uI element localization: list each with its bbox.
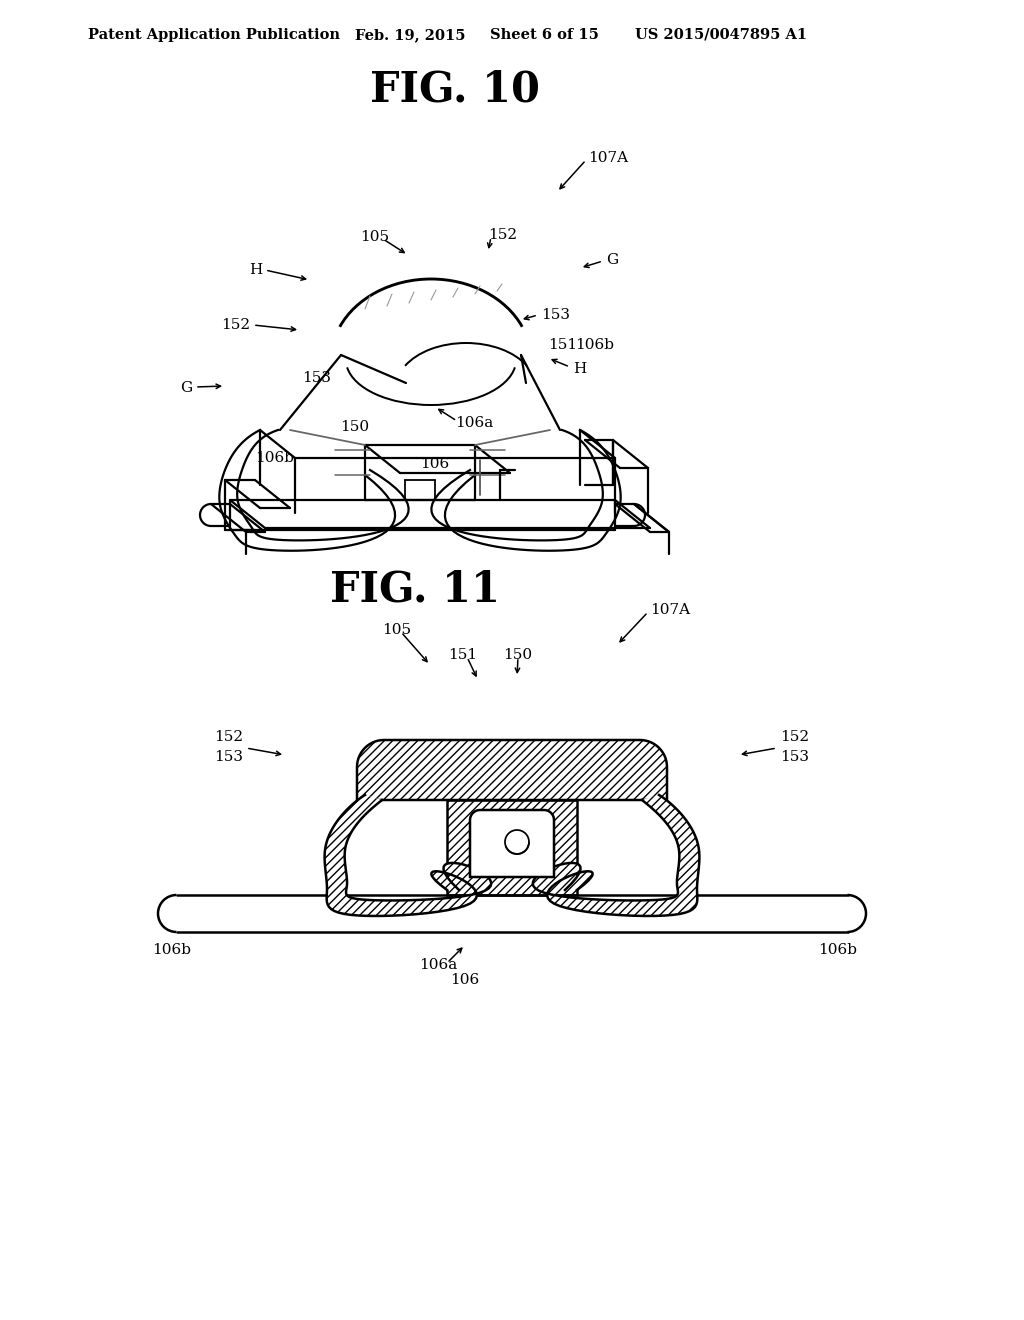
Polygon shape xyxy=(470,810,554,876)
Text: 152: 152 xyxy=(214,730,243,744)
Text: 152: 152 xyxy=(488,228,517,242)
Text: 106b: 106b xyxy=(153,942,191,957)
Text: H: H xyxy=(573,362,587,376)
Text: 105: 105 xyxy=(360,230,389,244)
Text: 153: 153 xyxy=(541,308,570,322)
Text: Sheet 6 of 15: Sheet 6 of 15 xyxy=(490,28,599,42)
Text: G: G xyxy=(180,381,193,395)
Text: 153: 153 xyxy=(214,750,243,764)
Text: FIG. 11: FIG. 11 xyxy=(330,569,500,611)
Text: 153: 153 xyxy=(302,371,331,385)
Polygon shape xyxy=(325,795,492,916)
Text: 153: 153 xyxy=(780,750,809,764)
Text: 105: 105 xyxy=(382,623,412,638)
Text: 106a: 106a xyxy=(419,958,457,972)
Text: 106b: 106b xyxy=(575,338,614,352)
Text: FIG. 10: FIG. 10 xyxy=(370,69,540,111)
Text: Patent Application Publication: Patent Application Publication xyxy=(88,28,340,42)
Text: US 2015/0047895 A1: US 2015/0047895 A1 xyxy=(635,28,807,42)
Text: 151: 151 xyxy=(449,648,477,663)
Text: 106b: 106b xyxy=(818,942,857,957)
Text: 152: 152 xyxy=(780,730,809,744)
Text: 106a: 106a xyxy=(455,416,494,430)
Text: 107A: 107A xyxy=(588,150,628,165)
Text: G: G xyxy=(606,253,618,267)
Polygon shape xyxy=(447,800,577,895)
Text: 106: 106 xyxy=(421,457,450,471)
Text: H: H xyxy=(249,263,262,277)
Text: 150: 150 xyxy=(504,648,532,663)
Text: 107A: 107A xyxy=(650,603,690,616)
Polygon shape xyxy=(532,795,699,916)
Text: 151: 151 xyxy=(548,338,578,352)
Text: 106b: 106b xyxy=(256,451,295,465)
Polygon shape xyxy=(357,741,667,800)
Text: 106: 106 xyxy=(451,973,479,987)
Text: 152: 152 xyxy=(221,318,250,333)
Text: 150: 150 xyxy=(340,420,370,434)
Text: Feb. 19, 2015: Feb. 19, 2015 xyxy=(355,28,466,42)
